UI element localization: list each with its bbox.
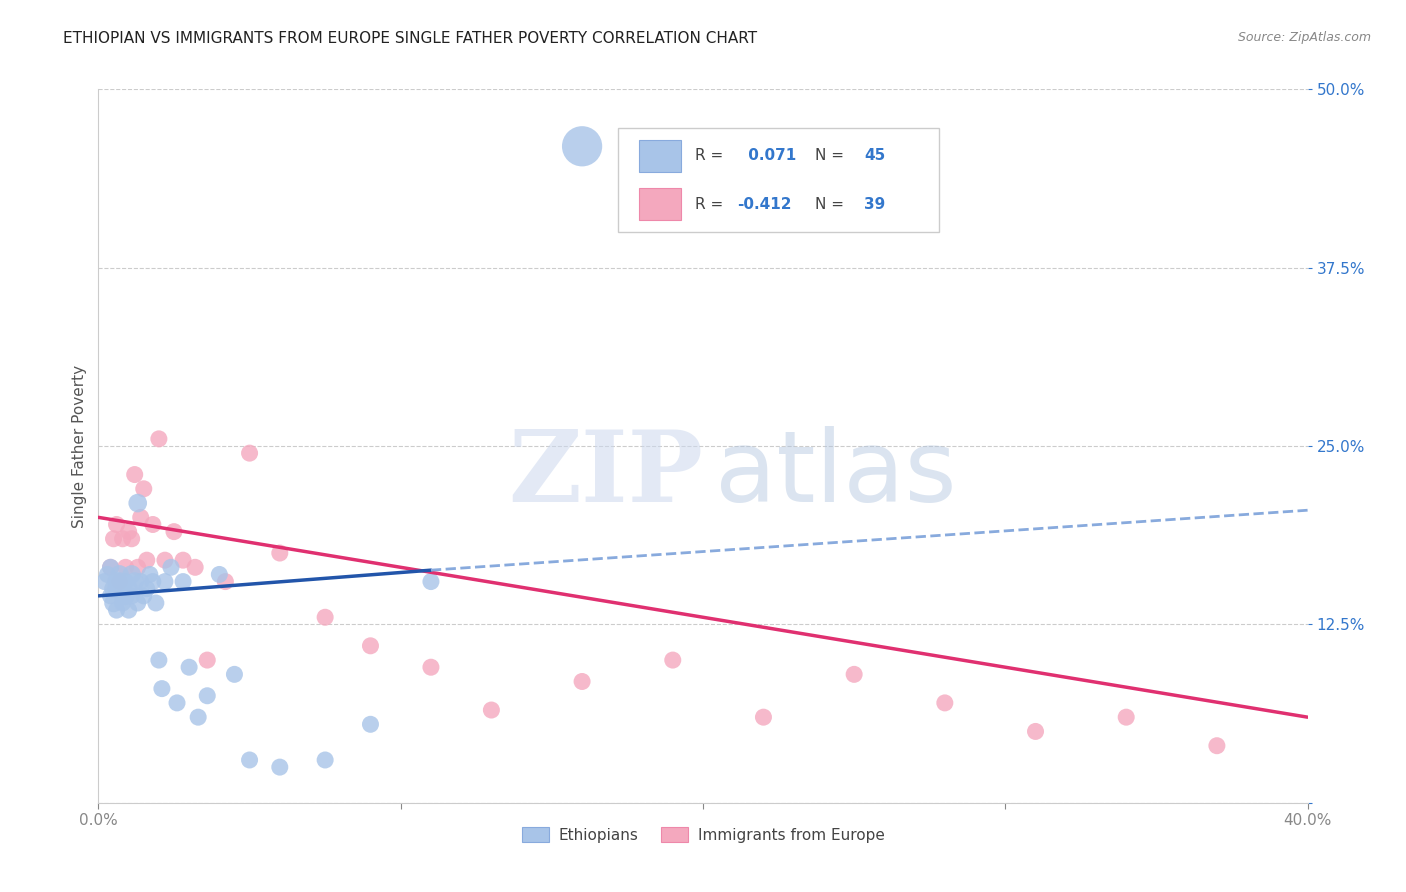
Text: N =: N = [815, 196, 849, 211]
Point [124, 467, 146, 482]
Text: 39: 39 [863, 196, 884, 211]
Point [360, 639, 382, 653]
Point [195, 689, 218, 703]
Text: Source: ZipAtlas.com: Source: ZipAtlas.com [1237, 31, 1371, 45]
Point [108, 574, 131, 589]
Point [314, 610, 336, 624]
Point [163, 524, 186, 539]
Point [111, 532, 134, 546]
Point [111, 596, 134, 610]
Point [184, 560, 207, 574]
Text: -0.412: -0.412 [737, 196, 792, 211]
Point [105, 517, 128, 532]
Point [96, 567, 118, 582]
Point [150, 681, 173, 696]
Point [314, 753, 336, 767]
Point [208, 567, 231, 582]
FancyBboxPatch shape [619, 128, 939, 232]
Point [108, 567, 131, 582]
Point [148, 653, 170, 667]
Point [114, 574, 136, 589]
Point [269, 760, 291, 774]
Point [172, 553, 194, 567]
Point [103, 596, 125, 610]
Point [166, 696, 188, 710]
Point [129, 510, 152, 524]
Point [269, 546, 291, 560]
Point [1115, 710, 1137, 724]
Text: R =: R = [695, 196, 728, 211]
Point [752, 710, 775, 724]
Point [934, 696, 956, 710]
Point [124, 574, 146, 589]
Point [118, 603, 141, 617]
Point [179, 660, 201, 674]
Point [160, 560, 183, 574]
Point [103, 582, 125, 596]
Point [195, 653, 218, 667]
Point [114, 589, 136, 603]
Point [142, 574, 165, 589]
Point [105, 574, 128, 589]
Point [1206, 739, 1229, 753]
Bar [638, 188, 682, 219]
Point [127, 560, 149, 574]
Point [135, 582, 157, 596]
Point [661, 653, 683, 667]
Text: R =: R = [695, 148, 728, 163]
Point [108, 574, 131, 589]
Point [239, 753, 262, 767]
Point [420, 574, 443, 589]
Point [142, 517, 165, 532]
Point [571, 139, 593, 153]
Point [100, 560, 122, 574]
Point [103, 532, 125, 546]
Point [1024, 724, 1046, 739]
Text: ZIP: ZIP [508, 426, 703, 523]
Point [360, 717, 382, 731]
Point [127, 596, 149, 610]
Point [153, 574, 176, 589]
Point [145, 596, 167, 610]
Point [105, 603, 128, 617]
Point [121, 589, 143, 603]
Point [844, 667, 866, 681]
Point [127, 496, 149, 510]
Y-axis label: Single Father Poverty: Single Father Poverty [72, 365, 87, 527]
Point [139, 567, 162, 582]
Point [121, 567, 143, 582]
Point [114, 560, 136, 574]
Point [135, 553, 157, 567]
Text: atlas: atlas [716, 426, 956, 523]
Point [187, 710, 209, 724]
Text: 45: 45 [863, 148, 884, 163]
Point [132, 589, 155, 603]
Point [93, 574, 115, 589]
Text: 0.071: 0.071 [742, 148, 796, 163]
Point [100, 589, 122, 603]
Point [172, 574, 194, 589]
Point [100, 560, 122, 574]
Point [132, 482, 155, 496]
Point [214, 574, 236, 589]
Bar [638, 140, 682, 171]
Text: N =: N = [815, 148, 849, 163]
Point [105, 582, 128, 596]
Point [118, 582, 141, 596]
Point [148, 432, 170, 446]
Point [153, 553, 176, 567]
Point [129, 574, 152, 589]
Point [111, 589, 134, 603]
Point [420, 660, 443, 674]
Point [121, 532, 143, 546]
Legend: Ethiopians, Immigrants from Europe: Ethiopians, Immigrants from Europe [516, 821, 890, 848]
Point [481, 703, 503, 717]
Point [571, 674, 593, 689]
Point [224, 667, 246, 681]
Text: ETHIOPIAN VS IMMIGRANTS FROM EUROPE SINGLE FATHER POVERTY CORRELATION CHART: ETHIOPIAN VS IMMIGRANTS FROM EUROPE SING… [63, 31, 758, 46]
Point [239, 446, 262, 460]
Point [118, 524, 141, 539]
